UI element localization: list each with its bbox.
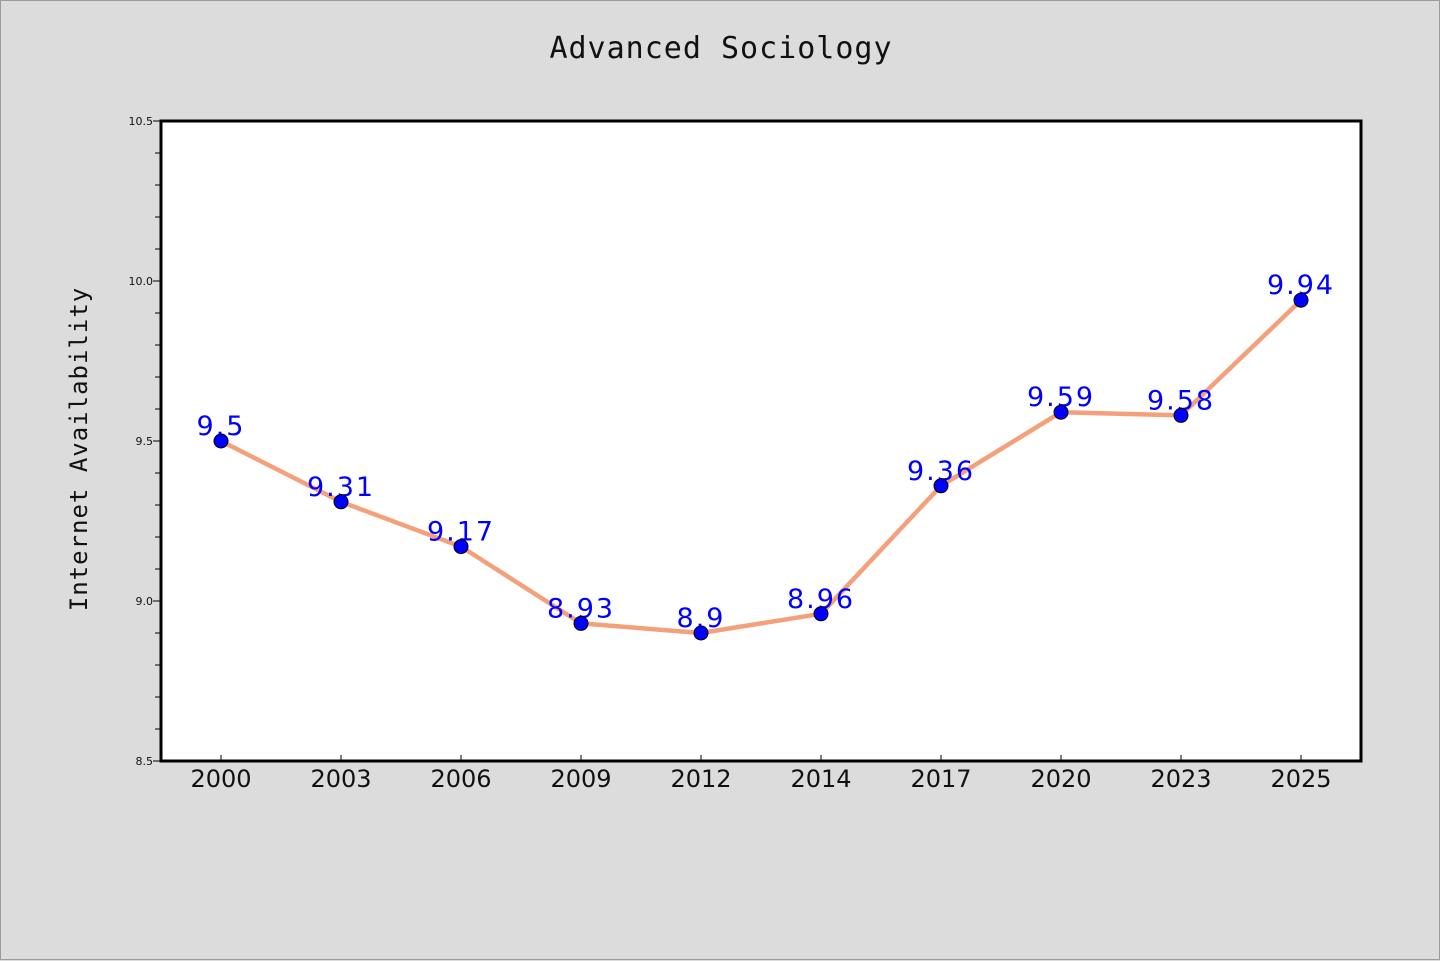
x-tick-label: 2017 [910,765,971,793]
series-layer: 9.59.319.178.93 8.98.969.369.59 9.589.94 [197,270,1333,641]
y-tick-label: 10.5 [129,115,154,128]
data-point [1053,404,1069,420]
data-point [573,615,589,631]
data-point [1173,407,1189,423]
data-point [213,433,229,449]
x-tick-label: 2014 [790,765,851,793]
y-axis: 8.5 9.0 9.5 10.0 10.5 [129,115,161,768]
x-tick-label: 2000 [190,765,251,793]
data-point [813,606,829,622]
data-point [693,625,709,641]
chart-title: Advanced Sociology [549,31,893,66]
x-tick-label: 2009 [550,765,611,793]
y-tick-label: 10.0 [129,275,154,288]
y-tick-label: 9.5 [136,435,154,448]
x-tick-label: 2006 [430,765,491,793]
y-tick-label: 9.0 [136,595,154,608]
data-point [453,539,469,555]
data-point [1293,292,1309,308]
x-axis: 2000 2003 2006 2009 2012 2014 2017 2020 2023 2025 [190,755,1332,793]
x-tick-label: 2012 [670,765,731,793]
y-axis-title: Internet Availability [65,287,93,611]
plot-area [159,119,1363,763]
x-tick-label: 2023 [1150,765,1211,793]
series-line [218,297,1304,636]
data-point [933,478,949,494]
data-point [333,494,349,510]
x-tick-label: 2003 [310,765,371,793]
x-tick-label: 2025 [1270,765,1331,793]
y-tick-label: 8.5 [136,755,154,768]
x-tick-label: 2020 [1030,765,1091,793]
